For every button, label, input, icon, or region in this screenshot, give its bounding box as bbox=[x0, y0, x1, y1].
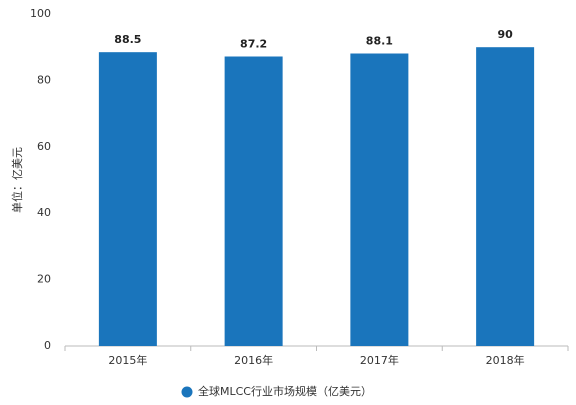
bar bbox=[224, 56, 283, 346]
x-tick-label: 2015年 bbox=[108, 353, 147, 367]
value-label: 87.2 bbox=[240, 37, 267, 50]
y-tick-label: 40 bbox=[37, 206, 51, 219]
value-label: 90 bbox=[497, 28, 513, 41]
bar bbox=[476, 47, 535, 346]
x-tick-label: 2016年 bbox=[234, 353, 273, 367]
legend: 全球MLCC行业市场规模（亿美元） bbox=[181, 384, 372, 398]
value-label: 88.1 bbox=[366, 35, 393, 48]
value-label: 88.5 bbox=[114, 33, 141, 46]
x-tick-label: 2018年 bbox=[486, 353, 525, 367]
bar bbox=[350, 53, 409, 347]
y-axis-label: 单位：亿美元 bbox=[10, 147, 24, 213]
legend-marker bbox=[181, 386, 193, 398]
bar bbox=[98, 52, 157, 347]
x-tick-label: 2017年 bbox=[360, 353, 399, 367]
y-tick-label: 60 bbox=[37, 140, 51, 153]
y-tick-label: 100 bbox=[30, 7, 51, 20]
y-tick-label: 0 bbox=[44, 339, 51, 352]
y-tick-label: 80 bbox=[37, 73, 51, 86]
y-tick-label: 20 bbox=[37, 273, 51, 286]
legend-label: 全球MLCC行业市场规模（亿美元） bbox=[198, 384, 372, 398]
